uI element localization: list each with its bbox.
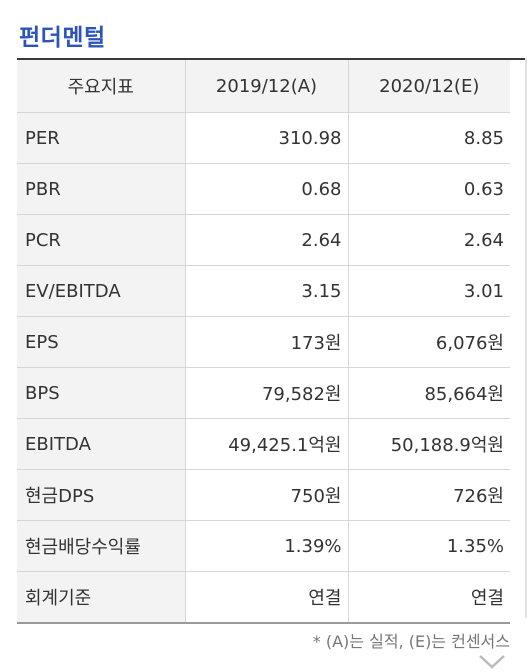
- value-2020-estimate: 50,188.9억원: [348, 418, 510, 470]
- row-label: PER: [17, 112, 186, 164]
- value-2019-actual: 연결: [185, 571, 349, 624]
- value-2020-estimate: 2.64: [348, 214, 510, 266]
- value-2020-estimate: 1.35%: [348, 520, 510, 572]
- table-row: 현금배당수익률 1.39% 1.35%: [17, 520, 510, 572]
- row-label: EBITDA: [17, 418, 186, 470]
- table-row: PBR 0.68 0.63: [17, 163, 510, 215]
- value-2020-estimate: 0.63: [348, 163, 510, 215]
- table-row: EV/EBITDA 3.15 3.01: [17, 265, 510, 317]
- chevron-down-icon[interactable]: [477, 652, 507, 672]
- value-2020-estimate: 6,076원: [348, 316, 510, 368]
- value-2019-actual: 310.98: [185, 112, 349, 164]
- value-2019-actual: 0.68: [185, 163, 349, 215]
- value-2019-actual: 750원: [185, 469, 349, 521]
- row-label: BPS: [17, 367, 186, 419]
- table-row: EPS 173원 6,076원: [17, 316, 510, 368]
- value-2019-actual: 3.15: [185, 265, 349, 317]
- value-2019-actual: 2.64: [185, 214, 349, 266]
- row-label: PCR: [17, 214, 186, 266]
- footnote: * (A)는 실적, (E)는 컨센서스: [312, 632, 510, 651]
- header-indicator: 주요지표: [17, 60, 186, 113]
- value-2020-estimate: 726원: [348, 469, 510, 521]
- header-2020-estimate: 2020/12(E): [348, 60, 510, 113]
- section-title: 펀더멘털: [19, 25, 106, 51]
- table-header-row: 주요지표 2019/12(A) 2020/12(E): [17, 60, 510, 113]
- row-label: PBR: [17, 163, 186, 215]
- table-row: PER 310.98 8.85: [17, 112, 510, 164]
- row-label: 회계기준: [17, 571, 186, 624]
- value-2020-estimate: 3.01: [348, 265, 510, 317]
- table-row: PCR 2.64 2.64: [17, 214, 510, 266]
- row-label: 현금배당수익률: [17, 520, 186, 572]
- row-label: 현금DPS: [17, 469, 186, 521]
- value-2020-estimate: 8.85: [348, 112, 510, 164]
- value-2019-actual: 1.39%: [185, 520, 349, 572]
- fundamentals-table-wrapper: 주요지표 2019/12(A) 2020/12(E) PER 310.98 8.85…: [17, 58, 527, 624]
- value-2019-actual: 49,425.1억원: [185, 418, 349, 470]
- value-2019-actual: 173원: [185, 316, 349, 368]
- value-2020-estimate: 85,664원: [348, 367, 510, 419]
- table-row: 회계기준 연결 연결: [17, 571, 510, 624]
- right-edge-divider: [525, 58, 527, 618]
- value-2019-actual: 79,582원: [185, 367, 349, 419]
- table-row: BPS 79,582원 85,664원: [17, 367, 510, 419]
- row-label: EPS: [17, 316, 186, 368]
- table-row: 현금DPS 750원 726원: [17, 469, 510, 521]
- header-2019-actual: 2019/12(A): [185, 60, 349, 113]
- value-2020-estimate: 연결: [348, 571, 510, 624]
- table-row: EBITDA 49,425.1억원 50,188.9억원: [17, 418, 510, 470]
- fundamentals-table: 주요지표 2019/12(A) 2020/12(E) PER 310.98 8.85…: [17, 60, 510, 624]
- row-label: EV/EBITDA: [17, 265, 186, 317]
